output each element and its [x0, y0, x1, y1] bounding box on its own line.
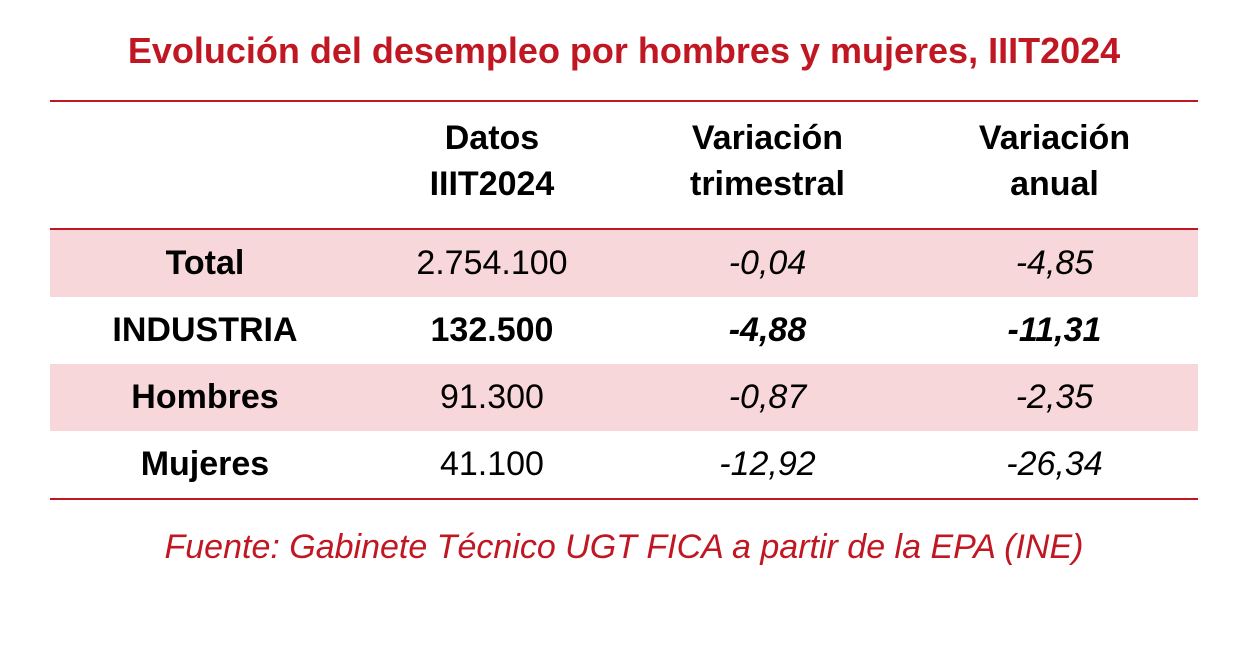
cell-var-anual: -4,85 — [911, 229, 1198, 297]
cell-var-anual: -2,35 — [911, 364, 1198, 431]
table-body: Total2.754.100-0,04-4,85INDUSTRIA132.500… — [50, 229, 1198, 499]
col-header-var-anual: Variación anual — [911, 101, 1198, 229]
col-header-vt-l2: trimestral — [690, 165, 845, 203]
col-header-empty — [50, 101, 360, 229]
table-row: Mujeres41.100-12,92-26,34 — [50, 431, 1198, 499]
source-note: Fuente: Gabinete Técnico UGT FICA a part… — [50, 528, 1198, 567]
row-label: Total — [50, 229, 360, 297]
cell-var-anual: -11,31 — [911, 297, 1198, 364]
cell-datos: 41.100 — [360, 431, 624, 499]
col-header-datos-l2: IIIT2024 — [430, 165, 555, 203]
table-header-row: Datos IIIT2024 Variación trimestral Vari… — [50, 101, 1198, 229]
table-row: Hombres91.300-0,87-2,35 — [50, 364, 1198, 431]
col-header-var-trim: Variación trimestral — [624, 101, 911, 229]
table-container: Evolución del desempleo por hombres y mu… — [0, 0, 1248, 567]
cell-datos: 2.754.100 — [360, 229, 624, 297]
col-header-datos-l1: Datos — [445, 119, 539, 157]
col-header-datos: Datos IIIT2024 — [360, 101, 624, 229]
cell-var-trim: -4,88 — [624, 297, 911, 364]
cell-var-anual: -26,34 — [911, 431, 1198, 499]
row-label: Mujeres — [50, 431, 360, 499]
col-header-va-l2: anual — [1010, 165, 1099, 203]
table-row: Total2.754.100-0,04-4,85 — [50, 229, 1198, 297]
page-title: Evolución del desempleo por hombres y mu… — [50, 30, 1198, 72]
cell-var-trim: -0,04 — [624, 229, 911, 297]
data-table: Datos IIIT2024 Variación trimestral Vari… — [50, 100, 1198, 500]
cell-datos: 132.500 — [360, 297, 624, 364]
row-label: Hombres — [50, 364, 360, 431]
cell-var-trim: -12,92 — [624, 431, 911, 499]
row-label: INDUSTRIA — [50, 297, 360, 364]
cell-var-trim: -0,87 — [624, 364, 911, 431]
col-header-vt-l1: Variación — [692, 119, 843, 157]
cell-datos: 91.300 — [360, 364, 624, 431]
table-row: INDUSTRIA132.500-4,88-11,31 — [50, 297, 1198, 364]
col-header-va-l1: Variación — [979, 119, 1130, 157]
